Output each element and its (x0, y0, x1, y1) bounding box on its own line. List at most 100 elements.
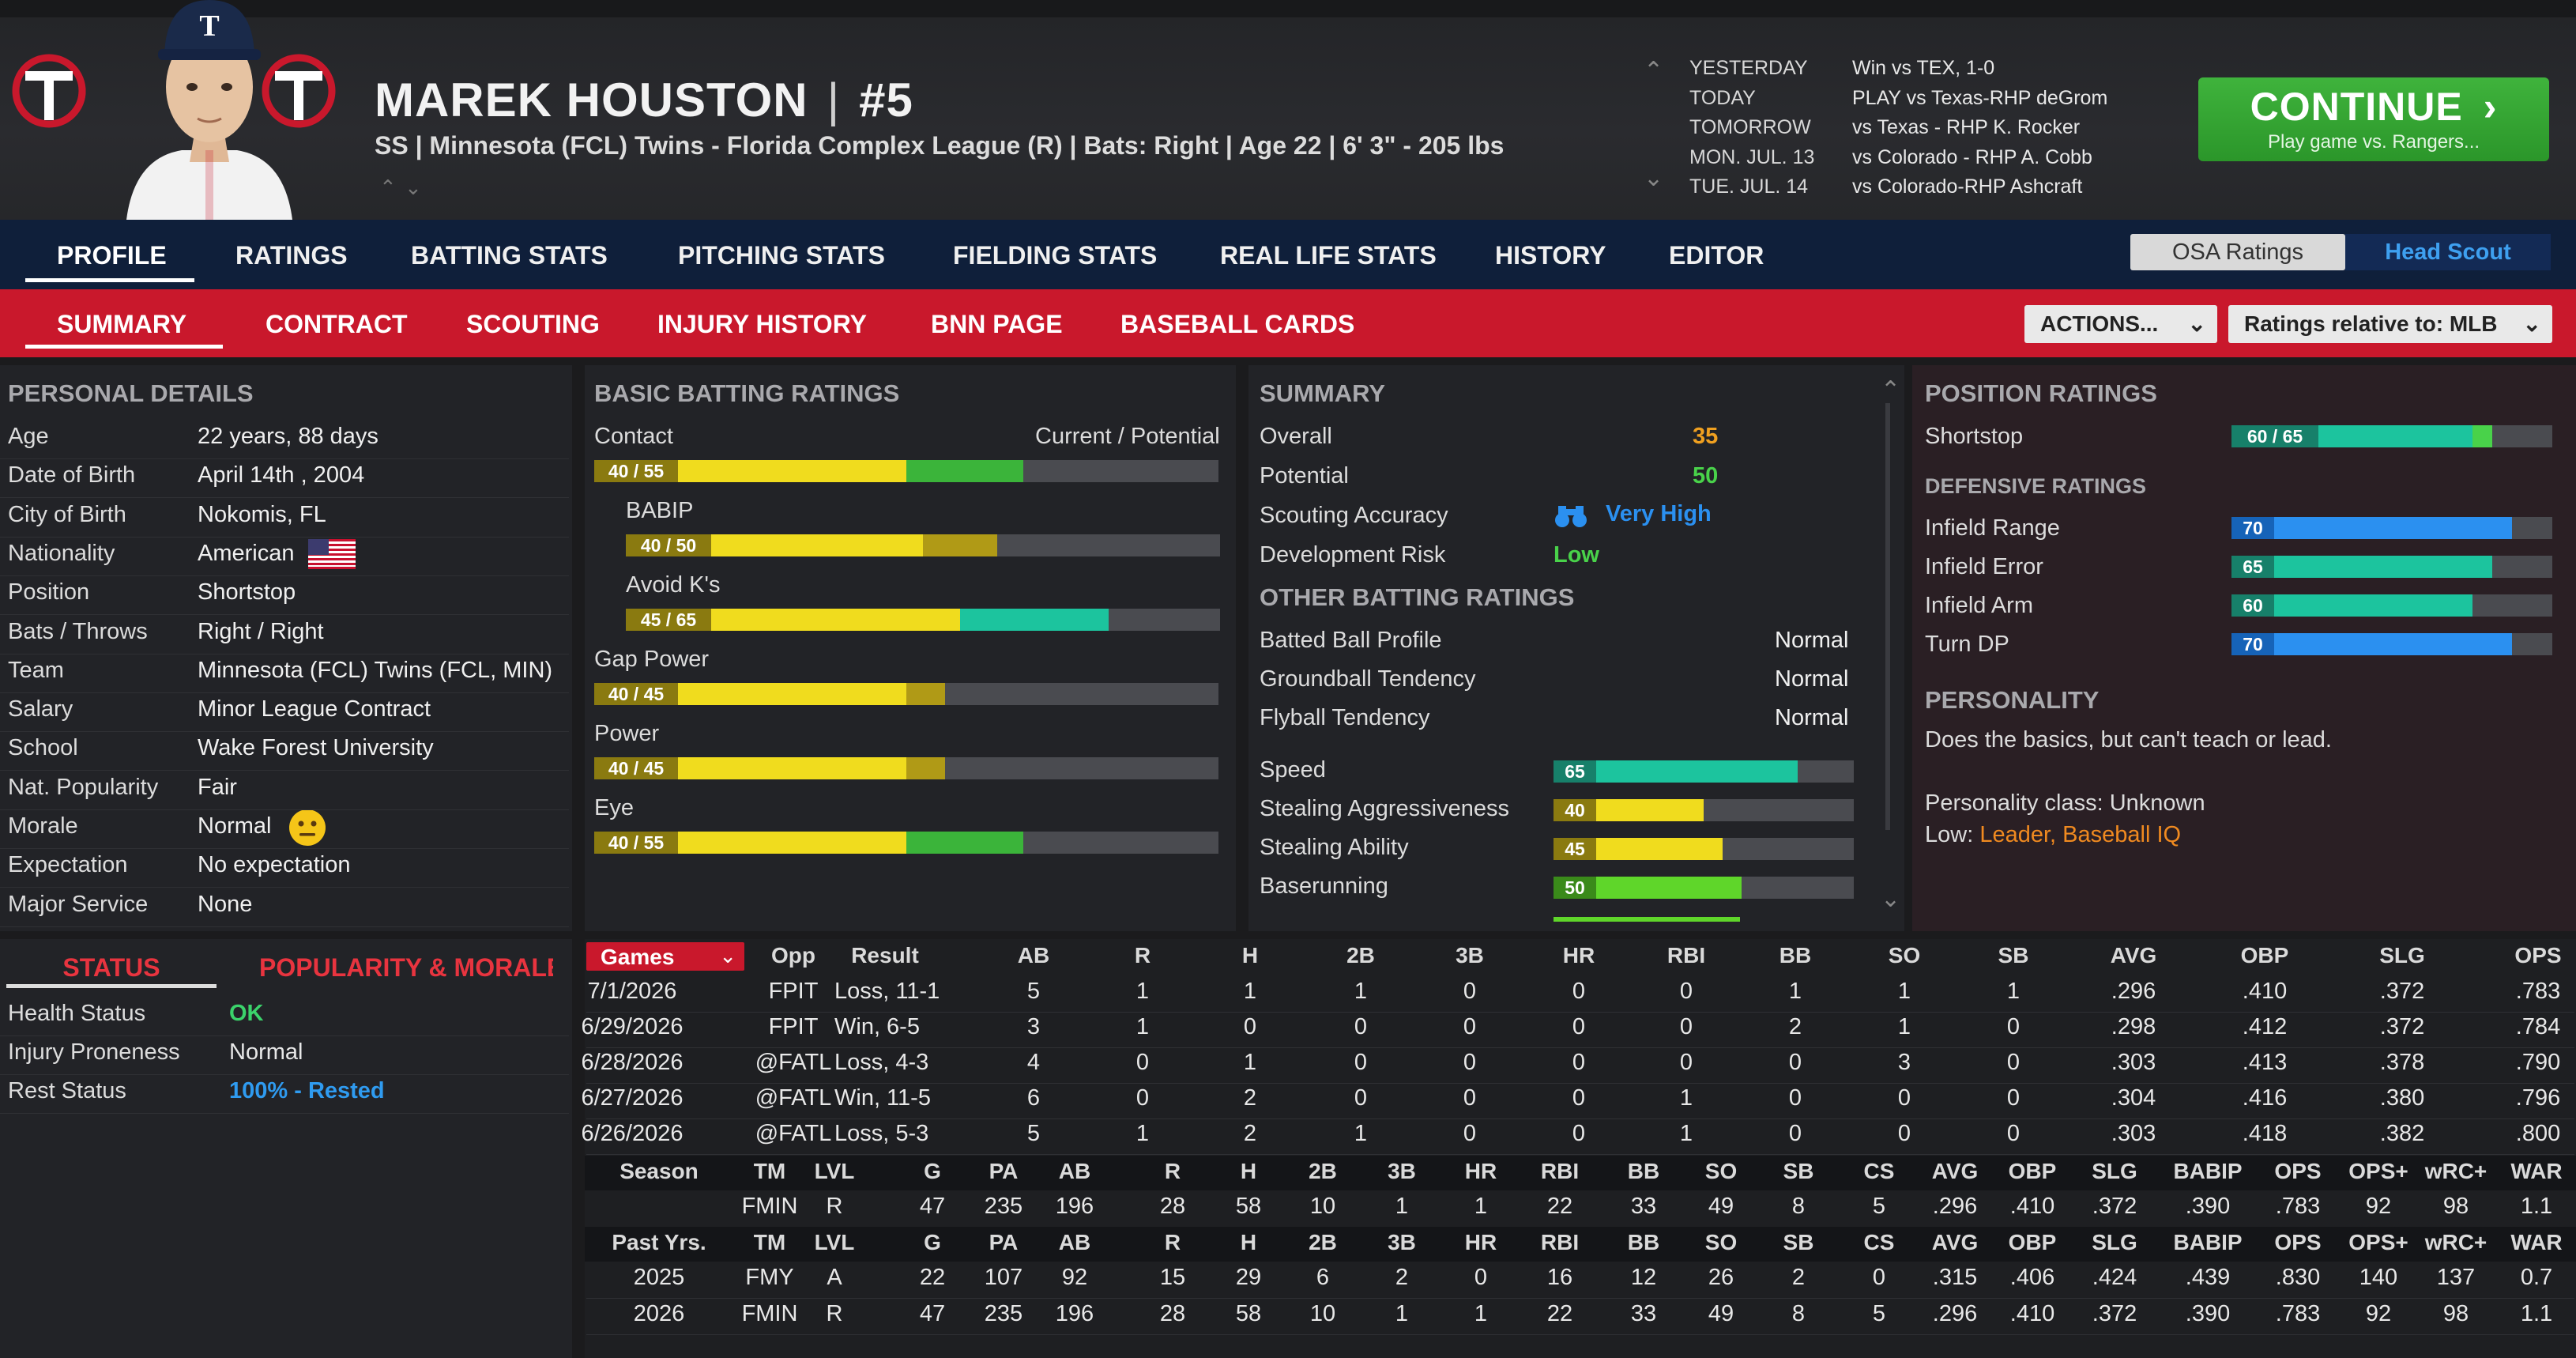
past-cell: 22 (1546, 1301, 1573, 1326)
past-cell: 2 (1791, 1265, 1806, 1290)
game-log-cell: 0 (1679, 979, 1693, 1004)
batting-rating-current-fill (711, 609, 960, 631)
game-log-cell: 0 (1788, 1121, 1802, 1146)
past-cell: .390 (2185, 1301, 2231, 1326)
status-tab[interactable]: STATUS (6, 945, 217, 988)
chevron-down-icon[interactable]: ⌄ (405, 175, 422, 199)
season-cell: 1 (1474, 1194, 1488, 1219)
game-log-cell: 0 (1463, 1085, 1477, 1111)
past-header: G (924, 1230, 941, 1254)
personal-details-panel (0, 365, 572, 931)
season-header: WAR (2510, 1159, 2563, 1183)
game-log-cell: .784 (2515, 1014, 2561, 1039)
game-date[interactable]: 7/1/2026 (587, 979, 677, 1004)
game-date[interactable]: 6/27/2026 (581, 1085, 684, 1111)
tab-pitching-stats[interactable]: PITCHING STATS (678, 241, 885, 270)
team-logo-left-icon (12, 54, 86, 128)
game-log-cell: 0 (1572, 1085, 1586, 1111)
past-header: LVL (814, 1230, 855, 1254)
tab-editor[interactable]: EDITOR (1669, 241, 1764, 270)
scouting-accuracy-value: Very High (1606, 501, 1712, 526)
row-divider (586, 1083, 2574, 1084)
past-header: BB (1627, 1230, 1660, 1254)
schedule-up-icon[interactable]: ⌃ (1644, 58, 1664, 84)
game-log-cell: 1 (1679, 1121, 1693, 1146)
game-log-cell: .783 (2515, 979, 2561, 1004)
summary-scrollbar[interactable] (1885, 403, 1890, 830)
game-log-header: 3B (1456, 943, 1484, 968)
past-cell: 16 (1546, 1265, 1573, 1290)
game-log-cell: .790 (2515, 1050, 2561, 1075)
detail-label: Team (8, 657, 64, 683)
row-divider (586, 1334, 2574, 1335)
subtab-summary[interactable]: SUMMARY (57, 310, 187, 338)
partial-bar (1554, 917, 1740, 922)
game-log-header: BB (1779, 943, 1812, 968)
game-log-cell: @FATL (755, 1121, 832, 1146)
chevron-up-icon[interactable]: ⌃ (379, 175, 397, 199)
head-scout-toggle[interactable]: Head Scout (2345, 234, 2551, 270)
past-cell: 10 (1309, 1301, 1336, 1326)
batting-rating-current-fill (711, 534, 923, 556)
schedule-event[interactable]: PLAY vs Texas-RHP deGrom (1852, 86, 2108, 109)
tab-fielding-stats[interactable]: FIELDING STATS (953, 241, 1158, 270)
tab-history[interactable]: HISTORY (1495, 241, 1606, 270)
batting-rating-bar (678, 460, 1218, 482)
schedule-event[interactable]: vs Colorado - RHP A. Cobb (1852, 145, 2092, 168)
actions-dropdown[interactable]: ACTIONS... ⌄ (2024, 305, 2217, 343)
top-strip (0, 0, 2576, 17)
past-header: SB (1783, 1230, 1814, 1254)
game-log-cell: 1 (1354, 979, 1368, 1004)
subtab-scouting[interactable]: SCOUTING (466, 310, 600, 338)
past-header: OBP (2008, 1230, 2057, 1254)
defensive-rating-label: Turn DP (1925, 632, 2009, 657)
past-cell: .315 (1932, 1265, 1978, 1290)
detail-label: Position (8, 579, 90, 605)
batting-rating-bar (678, 832, 1218, 854)
tab-profile[interactable]: PROFILE (57, 241, 167, 270)
game-log-cell: 1 (1135, 1121, 1150, 1146)
schedule-event[interactable]: vs Texas - RHP K. Rocker (1852, 116, 2081, 138)
tab-ratings[interactable]: RATINGS (235, 241, 348, 270)
season-cell: 1 (1395, 1194, 1409, 1219)
player-header (0, 0, 2576, 220)
detail-value: Shortstop (198, 579, 296, 605)
past-cell: 0 (1872, 1265, 1886, 1290)
osa-ratings-toggle[interactable]: OSA Ratings (2130, 234, 2345, 270)
game-log-cell: .372 (2379, 1014, 2425, 1039)
game-log-cell: 5 (1026, 1121, 1041, 1146)
games-select[interactable]: Games ⌄ (586, 942, 744, 971)
batting-rating-badge: 40 / 55 (594, 460, 678, 482)
season-cell: R (826, 1194, 843, 1219)
row-divider (0, 458, 569, 459)
season-cell: 8 (1791, 1194, 1806, 1219)
tab-batting-stats[interactable]: BATTING STATS (411, 241, 608, 270)
schedule-event[interactable]: vs Colorado-RHP Ashcraft (1852, 175, 2083, 198)
past-header: wRC+ (2424, 1230, 2487, 1254)
schedule-event[interactable]: Win vs TEX, 1-0 (1852, 57, 1995, 79)
season-header: H (1240, 1159, 1257, 1183)
game-date[interactable]: 6/26/2026 (581, 1121, 684, 1146)
summary-scroll-up-icon[interactable]: ⌃ (1881, 377, 1901, 403)
past-header: CS (1863, 1230, 1895, 1254)
continue-button[interactable]: CONTINUE › Play game vs. Rangers... (2198, 77, 2549, 161)
subtab-baseball-cards[interactable]: BASEBALL CARDS (1120, 310, 1355, 338)
ratings-relative-dropdown[interactable]: Ratings relative to: MLB ⌄ (2228, 305, 2552, 343)
tab-real-life-stats[interactable]: REAL LIFE STATS (1220, 241, 1437, 270)
subtab-injury-history[interactable]: INJURY HISTORY (657, 310, 867, 338)
speed-rating-label: Baserunning (1260, 873, 1388, 899)
popularity-morale-tab[interactable]: POPULARITY & MORALE (259, 953, 553, 982)
subtab-contract[interactable]: CONTRACT (266, 310, 408, 338)
game-date[interactable]: 6/28/2026 (581, 1050, 684, 1075)
game-log-cell: .304 (2111, 1085, 2156, 1111)
batting-rating-current-fill (678, 757, 906, 779)
schedule-down-icon[interactable]: ⌄ (1644, 165, 1664, 191)
game-date[interactable]: 6/29/2026 (581, 1014, 684, 1039)
batting-rating-label: Avoid K's (626, 572, 721, 598)
speed-rating-bar (1596, 760, 1854, 783)
subtab-bnn-page[interactable]: BNN PAGE (931, 310, 1063, 338)
speed-rating-current-fill (1596, 760, 1798, 783)
season-header: BB (1627, 1159, 1660, 1183)
summary-scroll-down-icon[interactable]: ⌄ (1881, 886, 1901, 912)
past-header: BABIP (2173, 1230, 2243, 1254)
